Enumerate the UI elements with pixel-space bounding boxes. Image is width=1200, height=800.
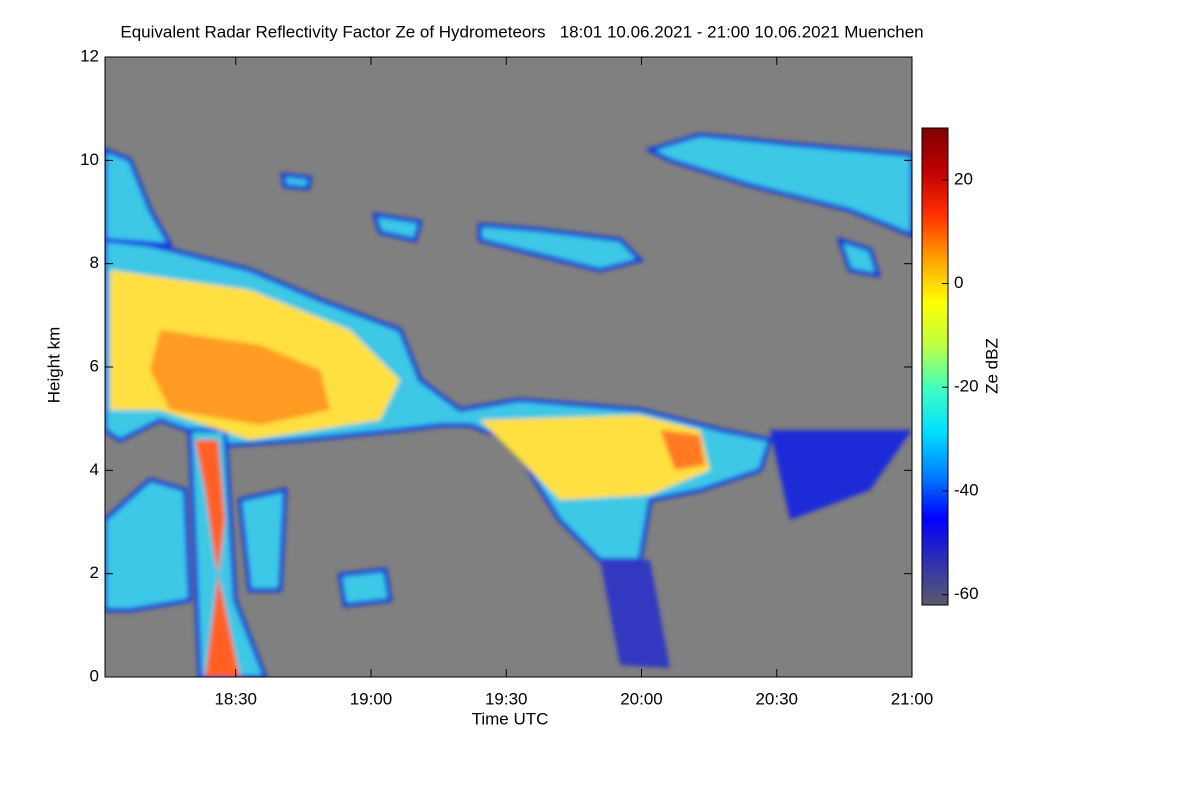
x-axis-label: Time UTC [472, 709, 549, 728]
echo-region [478, 222, 644, 273]
chart-title: Equivalent Radar Reflectivity Factor Ze … [120, 22, 923, 41]
colorbar-tick-label: -40 [954, 480, 979, 499]
x-tick-label: 19:00 [350, 689, 393, 708]
echo-region [105, 147, 174, 248]
echo-region [280, 172, 313, 191]
colorbar-tick-label: -60 [954, 584, 979, 603]
y-tick-label: 2 [90, 563, 99, 582]
echo-region [600, 560, 670, 668]
y-tick-label: 12 [80, 46, 99, 65]
colorbar-tick-label: -20 [954, 377, 979, 396]
echo-region [770, 430, 912, 520]
radar-echoes [105, 132, 912, 677]
x-tick-label: 20:30 [755, 689, 798, 708]
x-tick-label: 18:30 [214, 689, 257, 708]
colorbar-label: Ze dBZ [982, 338, 1001, 394]
echo-region [372, 212, 423, 243]
echo-region [660, 430, 705, 470]
echo-region [150, 330, 330, 425]
echo-region [836, 236, 881, 278]
colorbar-tick-label: 20 [954, 169, 973, 188]
x-tick-label: 20:00 [620, 689, 663, 708]
x-tick-label: 21:00 [891, 689, 934, 708]
echo-region [644, 132, 912, 238]
echo-region [337, 567, 393, 608]
colorbar-tick-label: 0 [954, 273, 963, 292]
x-tick-label: 19:30 [485, 689, 528, 708]
echo-region [237, 487, 288, 592]
y-tick-label: 10 [80, 150, 99, 169]
y-axis-label: Height km [44, 327, 63, 404]
echo-region [105, 477, 193, 612]
echo-region [480, 415, 710, 500]
echo-region [195, 440, 240, 677]
y-tick-label: 6 [90, 356, 99, 375]
y-tick-label: 8 [90, 253, 99, 272]
y-tick-label: 0 [90, 666, 99, 685]
colorbar [921, 127, 949, 606]
y-tick-label: 4 [90, 460, 99, 479]
